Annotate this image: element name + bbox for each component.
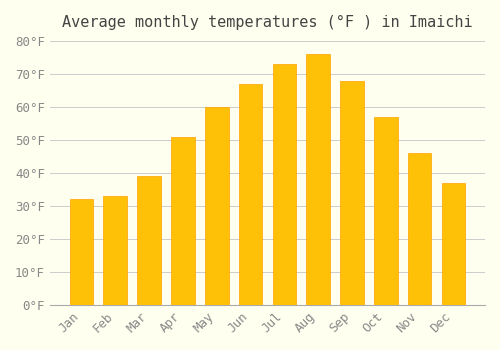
Bar	[408, 153, 432, 305]
Bar	[104, 196, 127, 305]
Bar	[171, 136, 194, 305]
Bar	[374, 117, 398, 305]
Bar	[205, 107, 229, 305]
Bar	[442, 183, 465, 305]
Bar	[70, 199, 94, 305]
Bar	[138, 176, 161, 305]
Bar	[306, 54, 330, 305]
Bar	[272, 64, 296, 305]
Bar	[340, 80, 364, 305]
Title: Average monthly temperatures (°F ) in Imaichi: Average monthly temperatures (°F ) in Im…	[62, 15, 472, 30]
Bar	[238, 84, 262, 305]
